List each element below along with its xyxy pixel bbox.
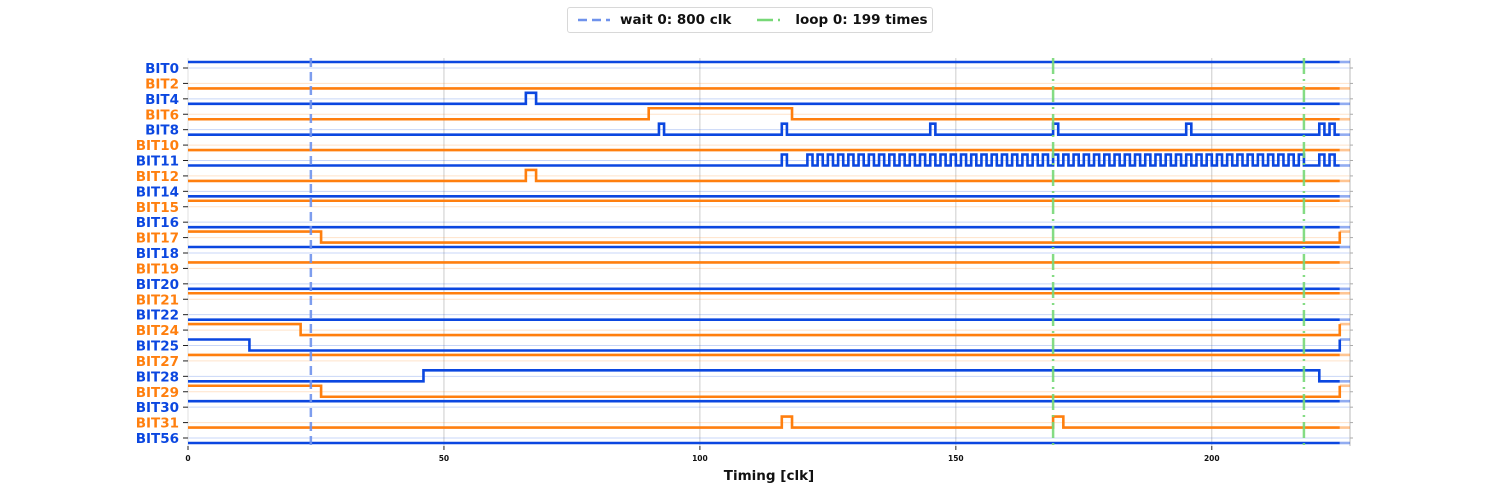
y-tick-label: BIT15 bbox=[136, 200, 179, 216]
y-tick-label: BIT56 bbox=[136, 431, 179, 447]
signal-bit17 bbox=[188, 230, 1342, 244]
y-tick-label: BIT30 bbox=[136, 400, 179, 416]
y-tick-label: BIT14 bbox=[136, 184, 179, 200]
y-tick-label: BIT21 bbox=[136, 292, 179, 308]
y-tick-label: BIT10 bbox=[136, 138, 179, 154]
y-tick-label: BIT8 bbox=[145, 123, 179, 139]
y-tick-label: BIT18 bbox=[136, 246, 179, 262]
y-tick-label: BIT25 bbox=[136, 339, 179, 355]
y-tick-label: BIT20 bbox=[136, 277, 179, 293]
signal-bit4 bbox=[188, 91, 1340, 106]
y-tick-label: BIT0 bbox=[145, 61, 179, 77]
x-tick-label: 50 bbox=[439, 454, 449, 463]
signal-bit24 bbox=[188, 322, 1342, 337]
dashdot-line-icon bbox=[757, 18, 786, 22]
x-tick-label: 100 bbox=[692, 454, 708, 463]
y-tick-label: BIT16 bbox=[136, 215, 179, 231]
y-tick-label: BIT6 bbox=[145, 107, 179, 123]
y-tick-label: BIT12 bbox=[136, 169, 179, 185]
y-tick-label: BIT29 bbox=[136, 385, 179, 401]
y-tick-label: BIT27 bbox=[136, 354, 179, 370]
signal-bit6 bbox=[188, 106, 1340, 121]
legend-label: loop 0: 199 times bbox=[795, 12, 928, 28]
y-tick-label: BIT17 bbox=[136, 231, 179, 247]
signal-bit31 bbox=[188, 415, 1340, 429]
x-tick-label: 0 bbox=[185, 454, 190, 463]
x-tick-label: 150 bbox=[948, 454, 964, 463]
legend-entry-wait: wait 0: 800 clk bbox=[578, 12, 731, 28]
signal-bit11 bbox=[188, 153, 1340, 167]
signal-bit29 bbox=[188, 384, 1342, 399]
signal-bit28 bbox=[188, 369, 1340, 383]
dashed-line-icon bbox=[578, 18, 610, 22]
legend-entry-loop: loop 0: 199 times bbox=[757, 12, 928, 28]
y-tick-label: BIT22 bbox=[136, 308, 179, 324]
signal-bit8 bbox=[188, 122, 1340, 136]
legend: wait 0: 800 clk loop 0: 199 times bbox=[567, 7, 933, 33]
y-tick-label: BIT24 bbox=[136, 323, 179, 339]
x-tick-label: 200 bbox=[1204, 454, 1220, 463]
legend-label: wait 0: 800 clk bbox=[620, 12, 732, 28]
y-tick-label: BIT31 bbox=[136, 416, 179, 432]
y-tick-label: BIT2 bbox=[145, 76, 179, 92]
y-tick-label: BIT19 bbox=[136, 261, 179, 277]
signal-bit25 bbox=[188, 338, 1342, 352]
signal-bit12 bbox=[188, 168, 1340, 183]
y-tick-label: BIT4 bbox=[145, 92, 179, 108]
y-tick-label: BIT28 bbox=[136, 369, 179, 385]
y-tick-label: BIT11 bbox=[136, 154, 179, 170]
x-axis-label: Timing [clk] bbox=[724, 468, 814, 484]
